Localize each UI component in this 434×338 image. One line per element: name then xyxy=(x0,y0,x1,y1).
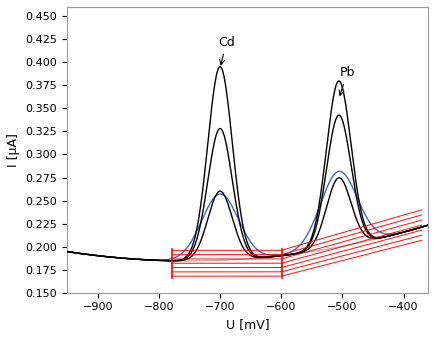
Text: Pb: Pb xyxy=(339,66,354,95)
Y-axis label: I [μA]: I [μA] xyxy=(7,133,20,167)
Text: Cd: Cd xyxy=(217,36,234,65)
X-axis label: U [mV]: U [mV] xyxy=(225,318,269,331)
